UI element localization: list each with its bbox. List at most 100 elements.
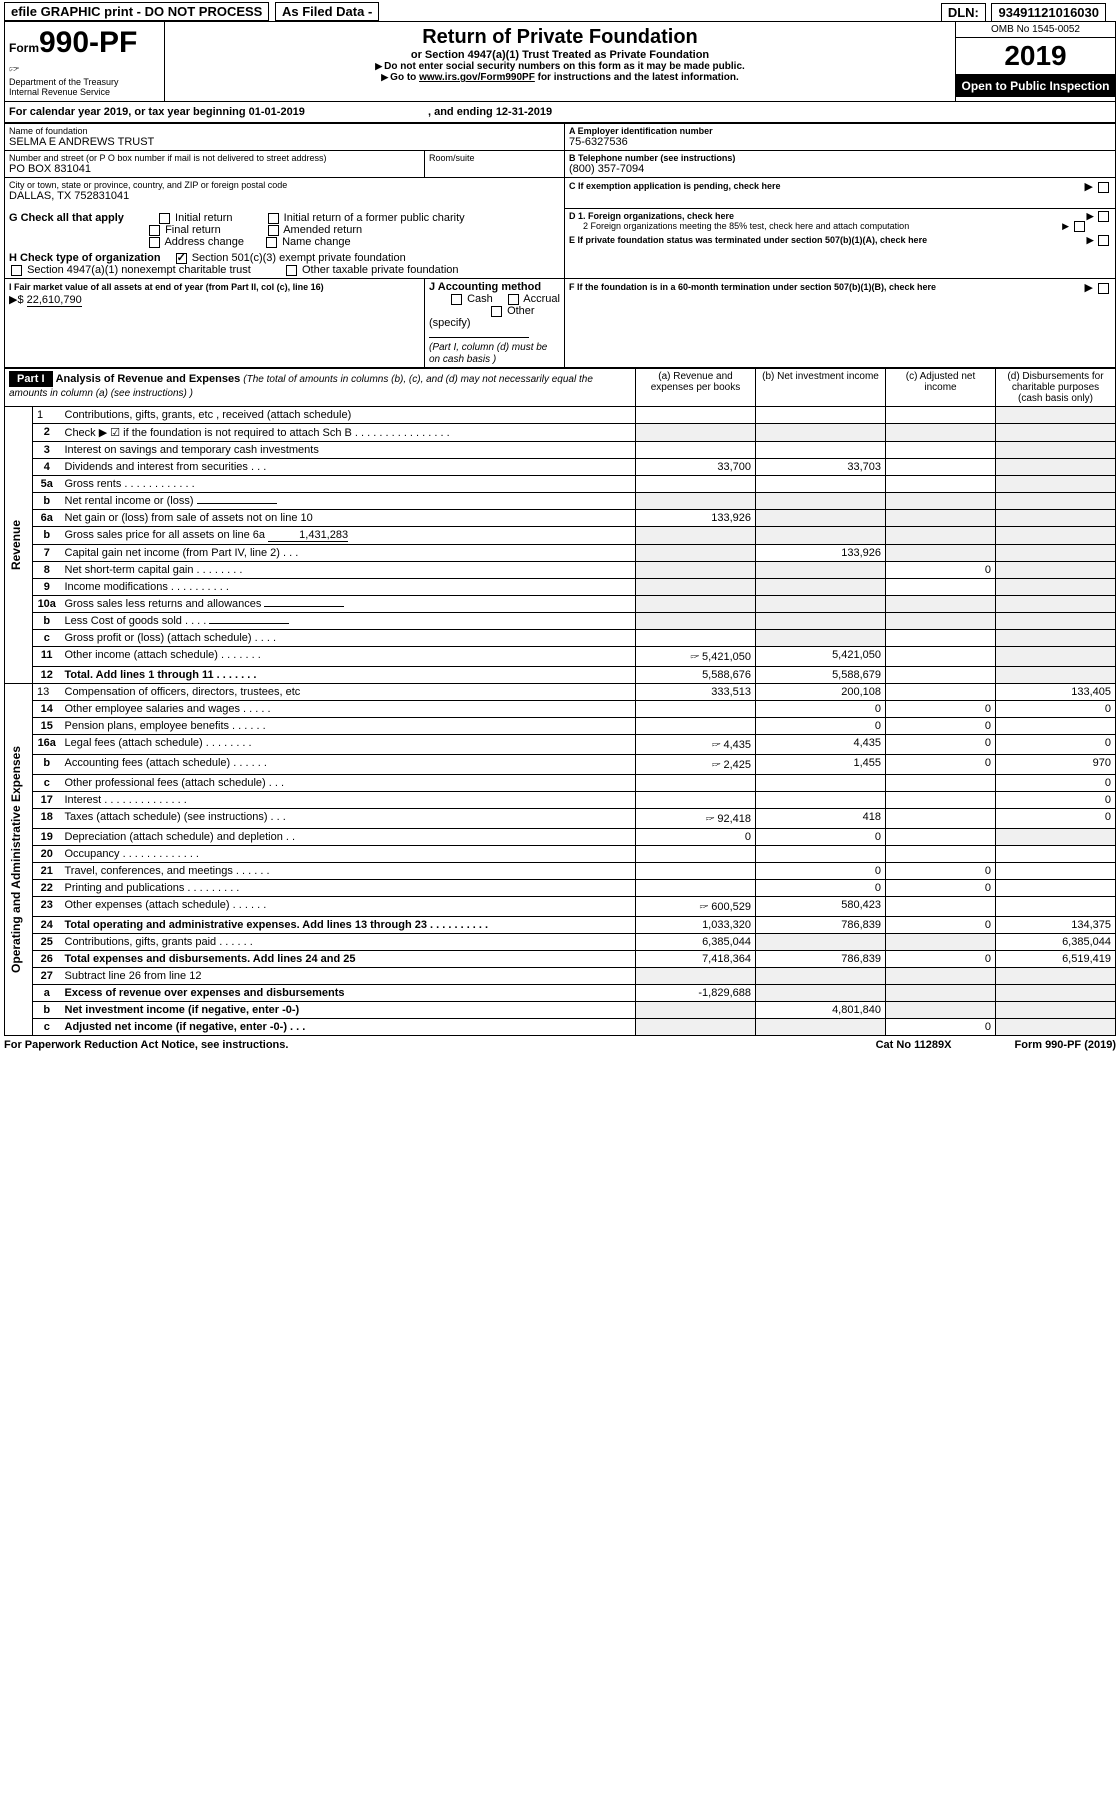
check-cash[interactable] (451, 294, 462, 305)
cell-b (756, 985, 886, 1002)
cell-b (756, 934, 886, 951)
cell-b: 786,839 (756, 917, 886, 934)
cell-a: 🖙 92,418 (636, 809, 756, 829)
cell-a: 5,588,676 (636, 667, 756, 684)
cell-d: 134,375 (996, 917, 1116, 934)
cell-a: 33,700 (636, 459, 756, 476)
cell-c (886, 897, 996, 917)
cell-d (996, 424, 1116, 442)
line-number: 22 (33, 880, 61, 897)
line-text: Dividends and interest from securities .… (61, 459, 636, 476)
cell-c (886, 442, 996, 459)
cell-c (886, 775, 996, 792)
check-e[interactable] (1098, 235, 1109, 246)
line-text: Interest . . . . . . . . . . . . . . (61, 792, 636, 809)
g-label: G Check all that apply (9, 212, 124, 224)
line-number: b (33, 755, 61, 775)
check-address[interactable] (149, 237, 160, 248)
cell-d (996, 846, 1116, 863)
cell-c (886, 424, 996, 442)
dept-label: Department of the Treasury (9, 77, 160, 87)
row-3: 3Interest on savings and temporary cash … (5, 442, 1116, 459)
line-number: 19 (33, 829, 61, 846)
check-name[interactable] (266, 237, 277, 248)
room-label: Room/suite (429, 153, 560, 163)
cell-c (886, 596, 996, 613)
line-text: Capital gain net income (from Part IV, l… (61, 545, 636, 562)
check-f[interactable] (1098, 283, 1109, 294)
row-23: 23Other expenses (attach schedule) . . .… (5, 897, 1116, 917)
line-number: 7 (33, 545, 61, 562)
cell-a: 7,418,364 (636, 951, 756, 968)
line-text: Total expenses and disbursements. Add li… (61, 951, 636, 968)
form-subtitle: or Section 4947(a)(1) Trust Treated as P… (173, 49, 947, 61)
check-final[interactable] (149, 225, 160, 236)
line-number: 26 (33, 951, 61, 968)
addr-value: PO BOX 831041 (9, 163, 420, 175)
line-text: Gross rents . . . . . . . . . . . . (61, 476, 636, 493)
row-c: cGross profit or (loss) (attach schedule… (5, 630, 1116, 647)
line-text: Accounting fees (attach schedule) . . . … (61, 755, 636, 775)
cell-c (886, 579, 996, 596)
j-note: (Part I, column (d) must be on cash basi… (429, 342, 547, 365)
d1-label: D 1. Foreign organizations, check here (569, 211, 734, 221)
d2-label: 2 Foreign organizations meeting the 85% … (583, 221, 909, 231)
cell-d (996, 613, 1116, 630)
check-4947[interactable] (11, 265, 22, 276)
line-number: 8 (33, 562, 61, 579)
attachment-icon[interactable]: 🖙 (712, 757, 721, 771)
line-number: c (33, 775, 61, 792)
form-prefix: Form (9, 41, 39, 55)
check-accrual[interactable] (508, 294, 519, 305)
cell-d (996, 493, 1116, 510)
cell-a (636, 424, 756, 442)
line-number: 6a (33, 510, 61, 527)
cell-a (636, 718, 756, 735)
cell-a (636, 442, 756, 459)
row-18: 18Taxes (attach schedule) (see instructi… (5, 809, 1116, 829)
cell-c: 0 (886, 1019, 996, 1036)
cell-a: 6,385,044 (636, 934, 756, 951)
check-other-tax[interactable] (286, 265, 297, 276)
addr-label: Number and street (or P O box number if … (9, 153, 420, 163)
row-13: Operating and Administrative Expenses13C… (5, 684, 1116, 701)
cell-a (636, 407, 756, 424)
cell-a (636, 863, 756, 880)
attachment-icon[interactable]: 🖙 (712, 737, 721, 751)
cell-a (636, 579, 756, 596)
check-initial[interactable] (159, 213, 170, 224)
cell-a (636, 880, 756, 897)
check-initial-former[interactable] (268, 213, 279, 224)
instructions-link[interactable]: www.irs.gov/Form990PF (419, 72, 535, 83)
cell-d (996, 897, 1116, 917)
cell-a (636, 701, 756, 718)
row-24: 24Total operating and administrative exp… (5, 917, 1116, 934)
fmv-value: 22,610,790 (27, 294, 82, 307)
cell-d (996, 880, 1116, 897)
cell-d (996, 1002, 1116, 1019)
line-number: 24 (33, 917, 61, 934)
cell-b: 5,421,050 (756, 647, 886, 667)
cell-a: 🖙 2,425 (636, 755, 756, 775)
attachment-icon[interactable]: 🖙 (699, 899, 708, 913)
line-number: 21 (33, 863, 61, 880)
line-number: b (33, 527, 61, 545)
cell-c (886, 1002, 996, 1019)
cell-c: 0 (886, 755, 996, 775)
cell-d (996, 1019, 1116, 1036)
line-text: Contributions, gifts, grants paid . . . … (61, 934, 636, 951)
line-text: Excess of revenue over expenses and disb… (61, 985, 636, 1002)
line-text: Other income (attach schedule) . . . . .… (61, 647, 636, 667)
check-amended[interactable] (268, 225, 279, 236)
check-c[interactable] (1098, 182, 1109, 193)
check-d1[interactable] (1098, 211, 1109, 222)
part1-label: Part I (9, 371, 53, 387)
check-other-method[interactable] (491, 306, 502, 317)
check-501c3[interactable] (176, 253, 187, 264)
line-text: Depreciation (attach schedule) and deple… (61, 829, 636, 846)
name-label: Name of foundation (9, 126, 560, 136)
attachment-icon[interactable]: 🖙 (706, 811, 715, 825)
cell-c (886, 809, 996, 829)
attachment-icon[interactable]: 🖙 (690, 649, 699, 663)
check-d2[interactable] (1074, 221, 1085, 232)
